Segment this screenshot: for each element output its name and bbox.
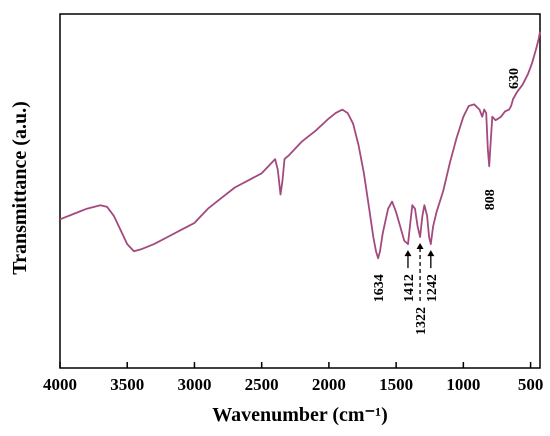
peak-label-1634: 1634 bbox=[372, 274, 387, 302]
spectrum-series bbox=[59, 31, 541, 260]
x-axis-ticks bbox=[59, 362, 532, 368]
x-tick-label: 3500 bbox=[110, 375, 144, 394]
peak-arrow-head bbox=[416, 243, 424, 250]
peak-arrow-head bbox=[404, 250, 412, 257]
x-axis-title: Wavenumber (cm⁻¹) bbox=[212, 404, 388, 426]
peak-label-text: 1242 bbox=[425, 274, 440, 302]
peak-label-text: 808 bbox=[483, 189, 498, 210]
x-tick-label: 4000 bbox=[43, 375, 77, 394]
x-tick-label: 1000 bbox=[446, 375, 480, 394]
peak-label-1242: 1242 bbox=[425, 250, 440, 302]
spectrum-line bbox=[59, 31, 541, 260]
y-axis-title: Transmittance (a.u.) bbox=[9, 101, 31, 275]
peak-label-1412: 1412 bbox=[402, 250, 417, 302]
x-tick-label: 500 bbox=[518, 375, 544, 394]
peak-label-1322: 1322 bbox=[414, 243, 429, 335]
peak-label-text: 1634 bbox=[372, 274, 387, 302]
x-tick-label: 1500 bbox=[379, 375, 413, 394]
x-tick-label: 3000 bbox=[177, 375, 211, 394]
peak-label-630: 630 bbox=[507, 68, 522, 89]
peak-label-text: 630 bbox=[507, 68, 522, 89]
plot-frame bbox=[59, 13, 541, 369]
x-tick-label: 2500 bbox=[245, 375, 279, 394]
x-tick-label: 2000 bbox=[312, 375, 346, 394]
peak-label-text: 1412 bbox=[402, 274, 417, 302]
plot-border bbox=[59, 13, 541, 369]
peak-label-text: 1322 bbox=[414, 307, 429, 335]
peak-label-808: 808 bbox=[483, 189, 498, 210]
peak-annotations: 1634 1412 1322 1242 808 630 bbox=[372, 68, 522, 335]
peak-arrow-head bbox=[427, 250, 435, 257]
x-axis-tick-labels: 4000 3500 3000 2500 2000 1500 1000 500 bbox=[43, 375, 543, 394]
